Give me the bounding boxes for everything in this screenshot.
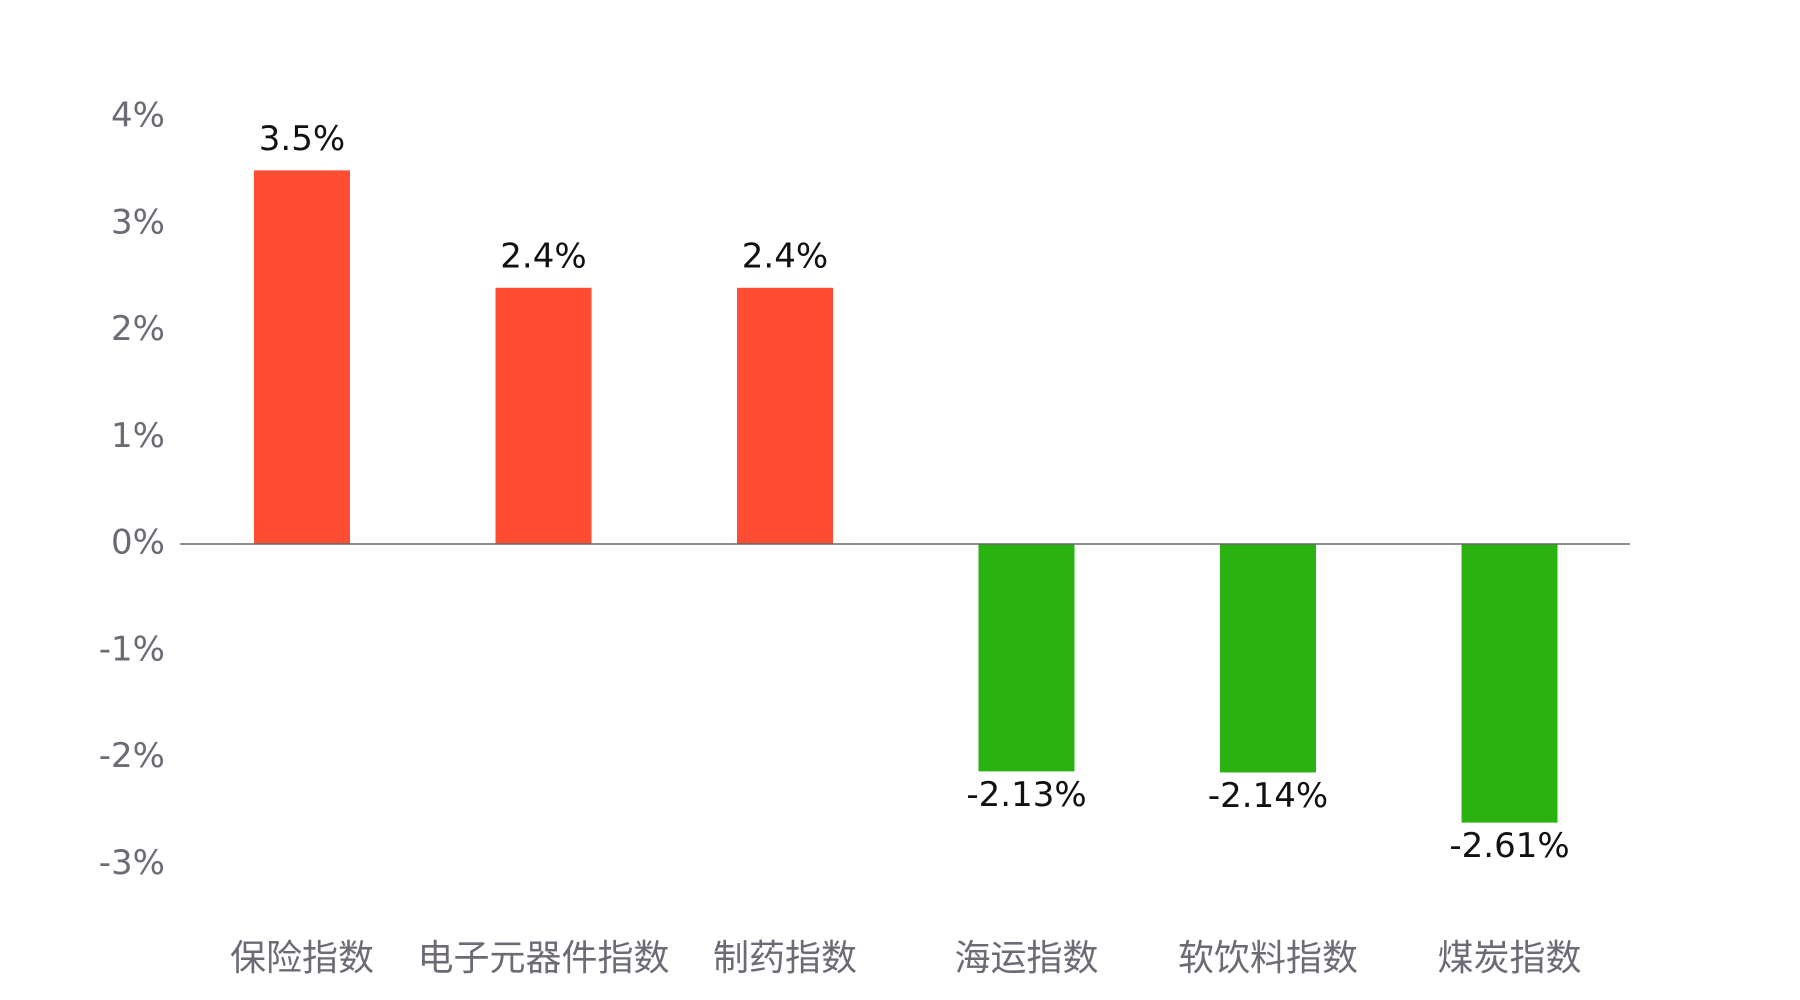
data-label: -2.13% bbox=[966, 775, 1086, 815]
bar bbox=[978, 544, 1075, 772]
data-label: 2.4% bbox=[742, 236, 828, 276]
category-label: 保险指数 bbox=[230, 938, 374, 979]
y-tick-label: -2% bbox=[99, 736, 165, 776]
y-tick-label: 2% bbox=[111, 309, 165, 349]
category-label: 海运指数 bbox=[954, 938, 1098, 979]
data-label: 3.5% bbox=[259, 119, 345, 159]
y-tick-label: 4% bbox=[111, 96, 165, 136]
category-labels: 保险指数 电子元器件指数 制药指数 海运指数 软饮料指数 煤炭指数 bbox=[230, 938, 1582, 979]
bar bbox=[1220, 544, 1316, 773]
y-tick-label: -3% bbox=[99, 843, 165, 883]
bars bbox=[254, 170, 1558, 823]
data-labels: 3.5% 2.4% 2.4% -2.13% -2.14% -2.61% bbox=[259, 119, 1570, 866]
bar bbox=[737, 287, 833, 544]
y-axis-ticks: 4% 3% 2% 1% 0% -1% -2% -3% bbox=[99, 96, 165, 883]
category-label: 制药指数 bbox=[713, 938, 857, 979]
data-label: -2.61% bbox=[1449, 826, 1569, 866]
bar bbox=[1461, 544, 1558, 823]
y-tick-label: -1% bbox=[99, 629, 165, 669]
category-label: 煤炭指数 bbox=[1437, 938, 1581, 979]
category-label: 软饮料指数 bbox=[1178, 938, 1358, 979]
category-label: 电子元器件指数 bbox=[417, 938, 669, 979]
y-tick-label: 3% bbox=[111, 202, 165, 242]
bar bbox=[254, 170, 350, 544]
y-tick-label: 1% bbox=[111, 416, 165, 456]
data-label: -2.14% bbox=[1208, 776, 1328, 816]
y-tick-label: 0% bbox=[111, 523, 165, 563]
bar bbox=[495, 287, 592, 544]
data-label: 2.4% bbox=[500, 236, 586, 276]
